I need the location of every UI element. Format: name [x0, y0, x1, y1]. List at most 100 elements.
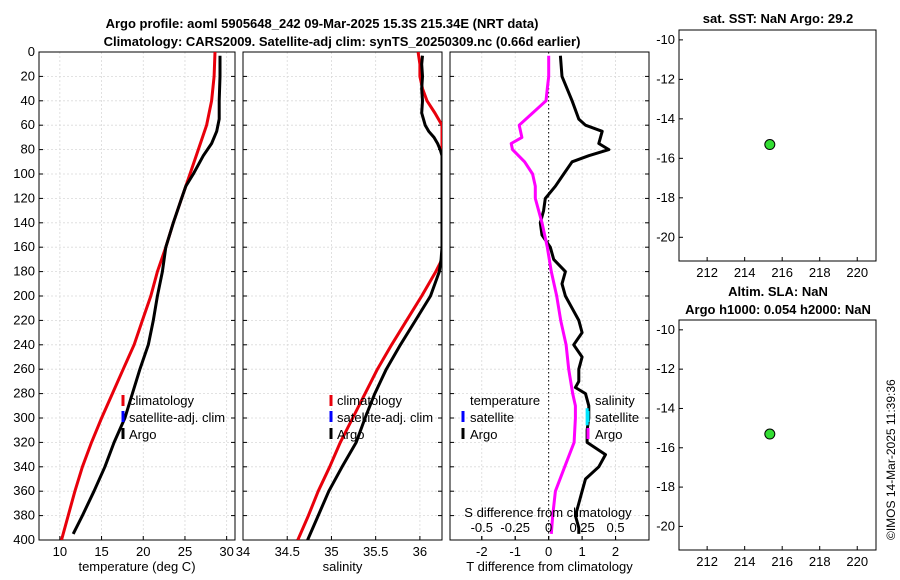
x-tick-label: 20: [136, 544, 150, 559]
legend-label-satellite: satellite-adj. clim: [129, 410, 225, 425]
legend-label-argo-salinity: Argo: [595, 427, 622, 442]
legend-label-argo: Argo: [470, 427, 497, 442]
axes-frame: [678, 29, 877, 262]
axes-frame: [678, 319, 877, 551]
x-tick-label: 0: [545, 544, 552, 559]
y-tick-label: 180: [13, 264, 35, 279]
y-tick-label: 280: [13, 386, 35, 401]
x-tick-label: 216: [771, 265, 793, 280]
x-tick-label: 212: [696, 265, 718, 280]
x-tick-label: 1: [578, 544, 585, 559]
float-location-marker: [764, 139, 776, 151]
sla-title-line1: Altim. SLA: NaN: [728, 284, 828, 299]
x-tick-label: 35: [324, 544, 338, 559]
sla-map-panel: -10 -12 -14 -16 -18 -20 212 214 216 218 220: [656, 319, 877, 569]
x-tick-label: 10: [53, 544, 67, 559]
y-tick-label: 100: [13, 166, 35, 181]
x-tick-label: 30: [219, 544, 233, 559]
series-argo-s-difference: [509, 55, 577, 535]
y-tick-label: -18: [656, 190, 675, 205]
x-tick-label: 218: [809, 265, 831, 280]
y-tick-label: 340: [13, 459, 35, 474]
x-tick-label: 25: [178, 544, 192, 559]
y-tick-label: 60: [21, 117, 35, 132]
y-tick-label: -20: [656, 229, 675, 244]
y-tick-label: 80: [21, 142, 35, 157]
difference-panel: -2 -1 0 1 2T difference from climatology: [449, 51, 650, 574]
y-tick-label: 220: [13, 312, 35, 327]
top-x-tick-label: -0.25: [500, 520, 530, 535]
y-tick-label: 360: [13, 483, 35, 498]
series-argo-t-difference: [538, 55, 611, 534]
legend-label-argo: Argo: [337, 427, 364, 442]
legend-label-satellite: satellite: [470, 410, 514, 425]
y-tick-label: 400: [13, 532, 35, 547]
axes-frame: [38, 51, 236, 541]
axes-frame: [242, 51, 443, 541]
top-x-tick-label: 0: [545, 520, 552, 535]
title-line2: Climatology: CARS2009. Satellite-adj cli…: [104, 34, 581, 49]
x-tick-label: 34.5: [275, 544, 300, 559]
y-tick-label: 260: [13, 361, 35, 376]
x-axis-label: T difference from climatology: [466, 559, 633, 574]
y-tick-label: 380: [13, 508, 35, 523]
y-tick-label: -18: [656, 479, 675, 494]
salinity-panel: 34 34.5 35 35.5 36 salinity: [236, 51, 443, 574]
x-tick-label: -1: [509, 544, 521, 559]
x-tick-label: -2: [476, 544, 488, 559]
y-tick-label: -12: [656, 361, 675, 376]
watermark: ©IMOS 14-Mar-2025 11:39:36: [884, 379, 898, 540]
y-tick-label: 320: [13, 434, 35, 449]
x-tick-label: 216: [771, 554, 793, 569]
y-tick-label: 20: [21, 68, 35, 83]
sst-map-panel: -10 -12 -14 -16 -18 -20 212 214 216 218 220: [656, 29, 877, 280]
y-tick-label: 300: [13, 410, 35, 425]
legend-label-satellite-salinity: satellite: [595, 410, 639, 425]
legend-label-satellite: satellite-adj. clim: [337, 410, 433, 425]
x-tick-label: 35.5: [363, 544, 388, 559]
legend-label-climatology: climatology: [337, 393, 403, 408]
top-x-tick-label: 0.25: [569, 520, 594, 535]
difference-legend: temperature satellite Argo salinity sate…: [461, 393, 639, 442]
legend-label-climatology: climatology: [129, 393, 195, 408]
sst-title: sat. SST: NaN Argo: 29.2: [703, 11, 854, 26]
y-tick-label: -16: [656, 440, 675, 455]
temperature-panel: 0 20 40 60 80 100 120 140 160 180 200 220 240 260 280 3…: [13, 44, 236, 574]
axes-frame: [449, 51, 650, 541]
y-tick-label: 140: [13, 215, 35, 230]
y-tick-label: -12: [656, 71, 675, 86]
x-tick-label: 220: [846, 265, 868, 280]
y-tick-label: 40: [21, 93, 35, 108]
y-tick-label: -14: [656, 400, 675, 415]
x-tick-label: 34: [236, 544, 250, 559]
x-tick-label: 36: [413, 544, 427, 559]
series-argo-temperature: [71, 55, 222, 535]
y-tick-label: -10: [656, 322, 675, 337]
x-axis-label: salinity: [323, 559, 363, 574]
x-tick-label: 220: [846, 554, 868, 569]
x-tick-label: 2: [612, 544, 619, 559]
x-tick-label: 212: [696, 554, 718, 569]
top-x-axis-label: S difference from climatology: [464, 505, 632, 520]
y-tick-label: -16: [656, 150, 675, 165]
salinity-legend: climatology satellite-adj. clim Argo: [329, 393, 433, 442]
x-axis-label: temperature (deg C): [78, 559, 195, 574]
series-argo-salinity: [306, 55, 442, 540]
sla-title-line2: Argo h1000: 0.054 h2000: NaN: [685, 302, 871, 317]
legend-label-salinity: salinity: [595, 393, 635, 408]
y-tick-label: 240: [13, 337, 35, 352]
series-climatology-temperature: [60, 52, 217, 540]
y-tick-label: 120: [13, 190, 35, 205]
y-tick-label: -14: [656, 111, 675, 126]
y-tick-label: 0: [28, 44, 35, 59]
y-tick-label: 200: [13, 288, 35, 303]
x-tick-label: 214: [734, 554, 756, 569]
float-location-marker: [764, 428, 776, 440]
top-x-tick-label: 0.5: [607, 520, 625, 535]
x-tick-label: 15: [94, 544, 108, 559]
y-tick-label: 160: [13, 239, 35, 254]
y-tick-label: -20: [656, 518, 675, 533]
legend-label-temperature: temperature: [470, 393, 540, 408]
top-x-tick-label: -0.5: [471, 520, 493, 535]
